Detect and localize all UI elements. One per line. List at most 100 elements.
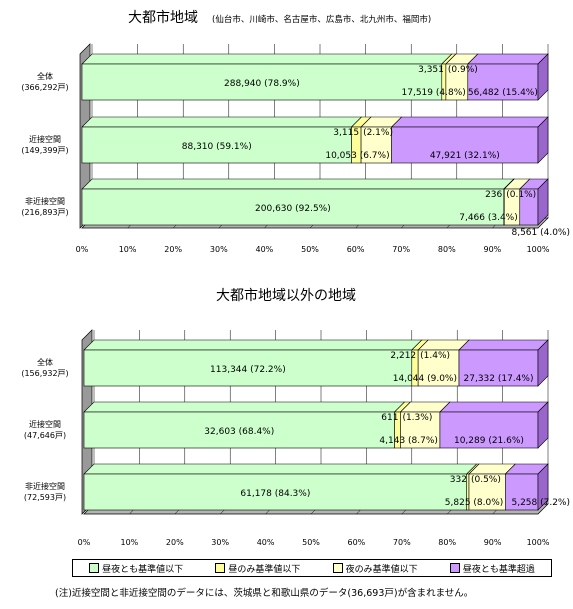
bar-segment-top — [390, 116, 549, 128]
bar-end-face — [537, 463, 549, 511]
data-label: 113,344 (72.2%) — [210, 365, 286, 375]
data-label: 14,044 (9.0%) — [393, 374, 457, 384]
y-category-label: 近接空間 — [29, 419, 61, 429]
data-label: 10,289 (21.6%) — [454, 436, 524, 446]
x-tick-label: 20% — [164, 245, 182, 254]
y-category-label: 近接空間 — [29, 134, 61, 144]
bar-segment-top — [81, 53, 453, 65]
data-label: 236 — [485, 190, 502, 200]
x-tick-label: 90% — [484, 538, 502, 547]
data-label: 8,561 (4.0%) — [511, 228, 570, 238]
bar-segment — [360, 126, 392, 164]
bar-segment — [468, 473, 506, 511]
footnote: (注)近接空間と非近接空間のデータには、茨城県と和歌山県のデータ(36,693戸… — [55, 588, 474, 599]
data-label: 17,519 (4.8%) — [402, 88, 466, 98]
x-tick-label: 50% — [301, 245, 319, 254]
bar-segment — [417, 349, 460, 387]
y-category-count: (72,593戸) — [24, 493, 66, 502]
legend-item: 昼夜とも基準値以下 — [89, 562, 183, 575]
data-label: 47,921 (32.1%) — [430, 151, 500, 161]
data-label: 5,258 (7.2%) — [511, 498, 570, 508]
x-tick-label: 70% — [393, 538, 411, 547]
x-tick-label: 30% — [210, 245, 228, 254]
data-label: 3,115 — [333, 128, 359, 138]
data-label: 3,351 — [418, 65, 444, 75]
legend-swatch — [449, 563, 460, 573]
x-tick-label: 100% — [527, 245, 550, 254]
x-tick-label: 70% — [392, 245, 410, 254]
data-label: 200,630 (92.5%) — [255, 204, 331, 214]
chart-title: 大都市地域以外の地域 — [216, 287, 356, 304]
bar-segment — [83, 473, 468, 511]
x-tick-label: 80% — [438, 538, 456, 547]
legend-label: 夜のみ基準値以下 — [345, 564, 418, 575]
data-label: 32,603 (68.4%) — [204, 427, 274, 437]
data-label: (0.1%) — [506, 190, 536, 200]
bar-segment — [83, 349, 413, 387]
x-tick-label: 50% — [302, 538, 320, 547]
data-label: 10,053 (6.7%) — [325, 151, 389, 161]
legend-swatch — [215, 563, 226, 573]
bar-end-face — [537, 339, 549, 387]
bar-end-face — [537, 178, 549, 226]
bar-segment-top — [83, 401, 406, 413]
data-label: 27,332 (17.4%) — [464, 374, 534, 384]
x-tick-label: 80% — [438, 245, 456, 254]
x-tick-label: 20% — [166, 538, 184, 547]
bar-segment — [81, 63, 443, 101]
data-label: (2.1%) — [363, 128, 393, 138]
y-category-count: (149,399戸) — [21, 146, 68, 155]
y-category-label: 全体 — [37, 357, 53, 367]
bar-segment — [439, 411, 539, 449]
x-tick-label: 0% — [78, 538, 91, 547]
x-tick-label: 30% — [211, 538, 229, 547]
bar-segment — [83, 411, 395, 449]
legend-item: 昼夜とも基準超過 — [449, 562, 535, 575]
bar-segment-top — [458, 339, 549, 351]
x-tick-label: 60% — [348, 538, 366, 547]
data-label: 332 — [450, 475, 467, 485]
y-category-count: (366,292戸) — [21, 83, 68, 92]
y-category-count: (216,893戸) — [21, 208, 68, 217]
y-category-label: 非近接空間 — [25, 196, 65, 206]
legend-label: 昼夜とも基準超過 — [462, 564, 535, 575]
legend-label: 昼夜とも基準値以下 — [102, 564, 184, 575]
legend-item: 夜のみ基準値以下 — [332, 562, 418, 575]
x-tick-label: 100% — [527, 538, 550, 547]
data-label: 2,212 — [390, 351, 416, 361]
bar-segment-top — [467, 53, 549, 65]
bar-segment-top — [83, 339, 423, 351]
y-category-count: (47,646戸) — [24, 431, 66, 440]
gridline-floor — [537, 503, 549, 515]
data-label: 288,940 (78.9%) — [224, 79, 300, 89]
bar-end-face — [537, 401, 549, 449]
x-tick-label: 40% — [257, 538, 275, 547]
legend-item: 昼のみ基準値以下 — [215, 562, 300, 575]
bar-segment-top — [81, 116, 363, 128]
bar-end-face — [537, 53, 549, 101]
x-tick-label: 0% — [76, 245, 89, 254]
x-tick-label: 40% — [256, 245, 274, 254]
data-label: 5,825 (8.0%) — [445, 498, 504, 508]
bar-end-face — [537, 116, 549, 164]
y-category-label: 全体 — [37, 71, 53, 81]
bar-segment — [81, 126, 352, 164]
data-label: (1.3%) — [402, 413, 432, 423]
bar-segment — [400, 411, 441, 449]
chart-subtitle: (仙台市、川崎市、名古屋市、広島市、北九州市、福岡市) — [212, 14, 431, 25]
data-label: 611 — [381, 413, 398, 423]
data-label: (0.9%) — [448, 65, 478, 75]
bar-segment — [81, 188, 505, 226]
data-label: 4,143 (8.7%) — [379, 436, 438, 446]
legend-swatch — [89, 563, 100, 573]
x-tick-label: 60% — [347, 245, 365, 254]
x-tick-label: 10% — [119, 245, 137, 254]
gridline-floor — [537, 217, 549, 229]
data-label: 88,310 (59.1%) — [182, 142, 252, 152]
data-label: 7,466 (3.4%) — [459, 213, 518, 223]
y-category-count: (156,932戸) — [21, 369, 68, 378]
bar-segment — [467, 63, 539, 101]
legend-label: 昼のみ基準値以下 — [228, 564, 301, 575]
bar-segment — [458, 349, 539, 387]
